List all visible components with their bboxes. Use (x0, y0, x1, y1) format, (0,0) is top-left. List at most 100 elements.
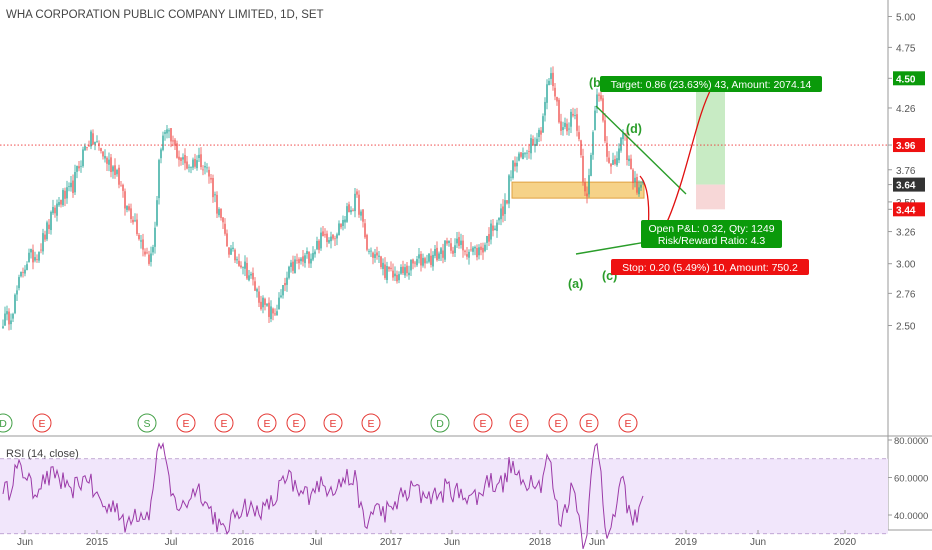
candle-body[interactable] (572, 113, 574, 116)
candle-body[interactable] (104, 155, 106, 159)
candle-body[interactable] (558, 99, 560, 123)
candle-body[interactable] (138, 235, 140, 240)
candle-body[interactable] (286, 277, 288, 285)
candle-body[interactable] (142, 239, 144, 250)
candle-body[interactable] (580, 140, 582, 156)
candle-body[interactable] (64, 190, 66, 199)
candle-body[interactable] (436, 247, 438, 261)
candle-body[interactable] (256, 289, 258, 292)
candle-body[interactable] (216, 194, 218, 214)
candle-body[interactable] (146, 252, 148, 254)
candle-body[interactable] (462, 240, 464, 251)
candle-body[interactable] (224, 223, 226, 234)
candle-body[interactable] (406, 265, 408, 274)
candle-body[interactable] (298, 259, 300, 264)
candle-body[interactable] (394, 273, 396, 277)
candle-body[interactable] (56, 203, 58, 216)
candle-body[interactable] (88, 145, 90, 147)
candle-body[interactable] (258, 291, 260, 303)
candle-body[interactable] (314, 251, 316, 255)
candle-body[interactable] (508, 175, 510, 204)
candle-body[interactable] (18, 277, 20, 289)
candle-body[interactable] (416, 259, 418, 266)
event-marker[interactable] (548, 413, 568, 433)
candle-body[interactable] (472, 247, 474, 252)
candle-body[interactable] (196, 160, 198, 169)
candle-body[interactable] (522, 153, 524, 160)
candle-body[interactable] (496, 222, 498, 231)
candle-body[interactable] (42, 233, 44, 252)
candle-body[interactable] (368, 250, 370, 252)
candle-body[interactable] (148, 254, 150, 264)
candle-body[interactable] (218, 209, 220, 216)
candle-body[interactable] (308, 251, 310, 264)
candle-body[interactable] (244, 261, 246, 269)
candle-body[interactable] (454, 245, 456, 253)
candle-body[interactable] (382, 262, 384, 269)
candle-body[interactable] (458, 237, 460, 246)
candle-body[interactable] (422, 257, 424, 266)
candle-body[interactable] (622, 132, 624, 140)
candle-body[interactable] (270, 306, 272, 320)
rsi-pane[interactable] (0, 442, 888, 549)
candle-body[interactable] (600, 95, 602, 100)
candle-body[interactable] (160, 149, 162, 159)
candle-body[interactable] (640, 184, 642, 188)
candle-body[interactable] (232, 247, 234, 249)
event-marker[interactable] (509, 413, 529, 433)
candle-body[interactable] (626, 135, 628, 161)
candle-body[interactable] (512, 160, 514, 178)
candle-body[interactable] (438, 253, 440, 259)
rsi-line[interactable] (2, 442, 644, 549)
event-marker[interactable] (473, 413, 493, 433)
candle-body[interactable] (478, 247, 480, 256)
candle-body[interactable] (254, 281, 256, 291)
candle-body[interactable] (386, 266, 388, 281)
candle-body[interactable] (208, 169, 210, 177)
candle-body[interactable] (530, 138, 532, 154)
candle-body[interactable] (222, 217, 224, 223)
event-marker[interactable] (137, 413, 157, 433)
candle-body[interactable] (248, 275, 250, 281)
candle-body[interactable] (532, 138, 534, 146)
candle-body[interactable] (74, 172, 76, 193)
candle-body[interactable] (342, 220, 344, 227)
candle-body[interactable] (434, 248, 436, 256)
candle-body[interactable] (556, 96, 558, 102)
candle-body[interactable] (32, 249, 34, 263)
candle-body[interactable] (250, 273, 252, 276)
event-marker[interactable] (0, 413, 13, 433)
candle-body[interactable] (598, 94, 600, 96)
candle-body[interactable] (450, 243, 452, 251)
candle-body[interactable] (168, 130, 170, 132)
candle-body[interactable] (632, 169, 634, 184)
candle-body[interactable] (352, 210, 354, 211)
candle-body[interactable] (564, 122, 566, 127)
candle-body[interactable] (616, 158, 618, 166)
candle-body[interactable] (4, 313, 6, 326)
candle-body[interactable] (330, 236, 332, 242)
event-marker[interactable] (214, 413, 234, 433)
candle-body[interactable] (204, 166, 206, 168)
candle-body[interactable] (220, 208, 222, 218)
candle-body[interactable] (628, 158, 630, 162)
candle-body[interactable] (6, 311, 8, 315)
candle-body[interactable] (418, 254, 420, 259)
candle-body[interactable] (284, 282, 286, 286)
candle-body[interactable] (198, 154, 200, 159)
candle-body[interactable] (470, 249, 472, 251)
candle-body[interactable] (310, 258, 312, 264)
candle-body[interactable] (154, 227, 156, 247)
candle-body[interactable] (184, 154, 186, 164)
candle-body[interactable] (162, 135, 164, 150)
candle-body[interactable] (28, 252, 30, 262)
candle-body[interactable] (292, 261, 294, 271)
candle-body[interactable] (498, 217, 500, 221)
candle-body[interactable] (408, 272, 410, 276)
candle-body[interactable] (364, 223, 366, 238)
candle-body[interactable] (328, 240, 330, 243)
candle-body[interactable] (36, 259, 38, 260)
candle-body[interactable] (274, 313, 276, 315)
candle-body[interactable] (316, 240, 318, 250)
candle-body[interactable] (376, 252, 378, 256)
